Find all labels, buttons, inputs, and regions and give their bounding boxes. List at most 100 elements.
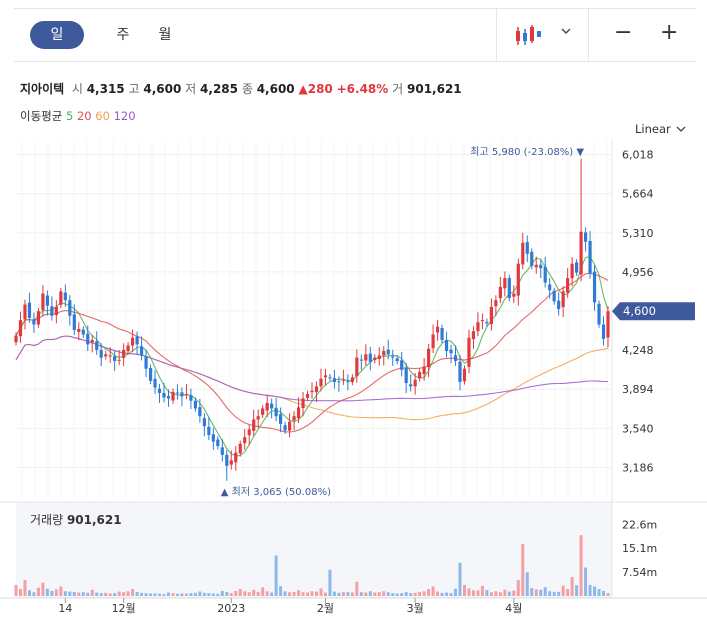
volume-bar <box>27 590 31 596</box>
volume-bar <box>104 592 108 596</box>
chevron-down-icon[interactable] <box>560 25 572 37</box>
volume-bar <box>225 591 229 596</box>
candle-body <box>435 326 440 333</box>
candle-body <box>32 319 36 325</box>
candle-body <box>489 306 493 325</box>
volume-bar <box>521 544 525 596</box>
candle-body <box>211 434 215 442</box>
volume-bar <box>283 591 287 596</box>
volume-bar <box>570 577 574 596</box>
candle-body <box>261 408 265 415</box>
min-price-annotation: ▲ 최저 3,065 (50.08%) <box>221 486 331 498</box>
candle-body <box>135 336 139 345</box>
volume-bar <box>516 580 520 596</box>
candle-body <box>507 278 511 298</box>
volume-bar <box>400 593 404 596</box>
volume-bar <box>153 593 157 596</box>
volume-bar <box>243 591 247 596</box>
candle-body <box>395 358 399 361</box>
volume-bar <box>198 591 202 596</box>
volume-bar <box>229 593 233 596</box>
volume-bar <box>543 587 547 596</box>
candle-body <box>63 292 67 301</box>
current-price-label: 4,600 <box>623 304 656 318</box>
zoom-out-button[interactable]: − <box>614 20 633 45</box>
volume-bar <box>54 589 58 596</box>
volume-tick-label: 22.6m <box>622 518 657 531</box>
volume-bar <box>548 591 552 596</box>
candlestick-icon[interactable] <box>514 23 542 49</box>
volume-bar <box>436 591 440 596</box>
scale-mode-dropdown[interactable]: Linear <box>635 122 686 136</box>
candle-body <box>480 320 485 322</box>
volume-bar <box>90 589 94 596</box>
candle-body <box>601 324 606 339</box>
candle-body <box>305 394 310 398</box>
ma-60[interactable]: 60 <box>95 109 110 123</box>
volume-bar <box>180 593 184 596</box>
candle-body <box>314 386 319 393</box>
volume-bar <box>368 591 372 596</box>
candle-body <box>377 355 381 359</box>
candle-body <box>319 378 323 387</box>
candle-body <box>373 357 377 361</box>
candle-body <box>606 311 610 338</box>
scale-mode-label: Linear <box>635 122 671 136</box>
volume-bar <box>449 593 453 596</box>
zoom-in-button[interactable]: + <box>660 20 679 45</box>
tab-week[interactable]: 주 <box>116 27 130 43</box>
tab-day[interactable]: 일 <box>30 21 84 49</box>
ma-5[interactable]: 5 <box>65 109 74 123</box>
y-tick-label: 6,018 <box>622 149 654 162</box>
volume-bar <box>207 593 211 596</box>
tab-month[interactable]: 월 <box>158 27 172 43</box>
volume-bar <box>95 592 99 596</box>
candle-body <box>503 278 507 289</box>
volume-bar <box>328 569 332 596</box>
candle-body <box>189 395 193 401</box>
volume-bar <box>256 591 260 596</box>
volume-bar <box>131 589 135 596</box>
candle-body <box>175 392 180 394</box>
volume-bar <box>575 585 579 596</box>
volume-bar <box>144 593 148 596</box>
candle-body <box>521 242 525 265</box>
volume-bar <box>202 592 206 596</box>
candle-body <box>368 353 372 363</box>
y-tick-label: 4,248 <box>622 344 654 357</box>
candle-body <box>27 302 32 318</box>
volume-bar <box>597 589 601 596</box>
candle-body <box>117 359 121 361</box>
volume-bar <box>171 593 175 596</box>
volume-panel-title: 거래량 <box>30 513 64 527</box>
volume-bar <box>261 587 265 596</box>
candle-body <box>256 416 260 420</box>
volume-bar <box>162 594 166 596</box>
candle-body <box>86 333 90 345</box>
volume-bar <box>68 591 72 596</box>
candle-body <box>225 454 229 466</box>
ma-20[interactable]: 20 <box>76 109 92 123</box>
price-summary: 지아이텍 시 4,315 고 4,600 저 4,285 종 4,600 ▲28… <box>20 80 462 97</box>
ma-120[interactable]: 120 <box>113 109 136 123</box>
x-tick-label: 4월 <box>505 602 522 615</box>
y-tick-label: 3,894 <box>622 383 654 396</box>
volume-bar <box>265 591 269 596</box>
volume-bar <box>539 589 543 596</box>
change-value: ▲280 <box>298 82 333 96</box>
candle-body <box>296 407 301 419</box>
x-tick-label: 12월 <box>112 602 136 615</box>
volume-bar <box>310 591 314 596</box>
volume-bar <box>355 581 359 596</box>
high-label: 고 <box>128 82 140 96</box>
candle-body <box>530 251 534 266</box>
volume-bar <box>427 589 431 596</box>
candle-body <box>180 392 184 397</box>
moving-average-legend: 이동평균 5 20 60 120 <box>20 108 136 124</box>
candle-body <box>467 337 471 367</box>
volume-bar <box>373 592 377 596</box>
candle-body <box>310 390 314 393</box>
volume-bar <box>50 590 54 596</box>
candle-body <box>14 335 18 343</box>
